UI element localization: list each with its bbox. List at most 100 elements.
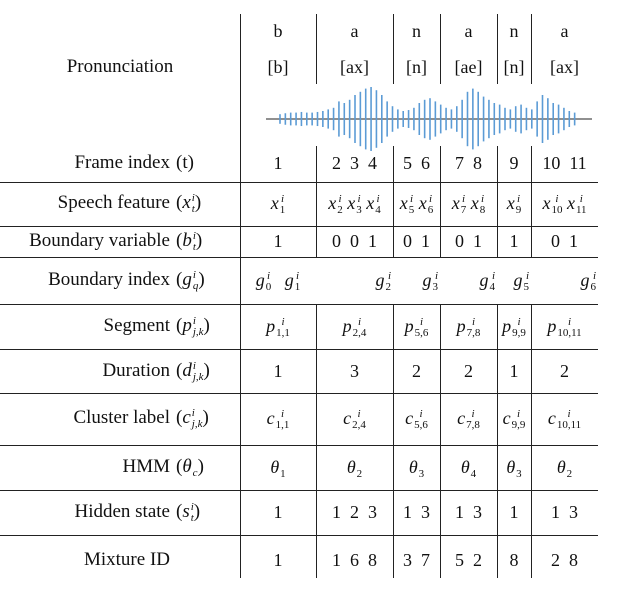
row-symbol: (c i j,k) xyxy=(176,406,209,430)
table-cell: 10 11 xyxy=(542,153,587,173)
table-cell: 7 8 xyxy=(455,153,482,173)
table-cell: 5 2 xyxy=(455,550,482,570)
table-cell: 3 xyxy=(350,361,359,381)
row-divider xyxy=(0,393,598,394)
table-cell: 0 0 1 xyxy=(332,231,377,251)
table-cell: 1 xyxy=(509,361,519,381)
table-cell: 2 xyxy=(464,361,473,381)
column-divider xyxy=(497,304,498,578)
table-cell: 1 xyxy=(273,361,283,381)
table-cell: 8 xyxy=(509,550,519,570)
row-label: Boundary index xyxy=(48,269,170,290)
column-divider xyxy=(497,14,498,84)
row-label: Mixture ID xyxy=(83,549,170,570)
column-divider xyxy=(440,14,441,84)
column-divider xyxy=(316,146,317,257)
row-symbol: (θ c) xyxy=(176,456,204,479)
row-divider xyxy=(0,445,598,446)
table-cell: x i 10 x i 11 xyxy=(542,192,587,216)
pronunciation-letter: b xyxy=(273,21,283,41)
column-divider xyxy=(531,304,532,578)
table-cell: 1 3 xyxy=(455,502,482,522)
phoneme-label: [n] xyxy=(503,57,525,77)
table-cell: c i 1,1 xyxy=(266,407,290,431)
phoneme-label: [ax] xyxy=(340,57,369,77)
row-divider xyxy=(0,226,598,227)
table-cell: 2 3 4 xyxy=(332,153,377,173)
table-cell: 2 xyxy=(412,361,421,381)
table-cell: c i 2,4 xyxy=(343,407,366,431)
table-cell: c i 10,11 xyxy=(547,407,582,431)
row-symbol: (b i t) xyxy=(176,229,203,253)
row-symbol: (g i q) xyxy=(176,268,205,292)
phoneme-label: [ae] xyxy=(454,57,483,77)
table-cell: θ 1 xyxy=(270,457,286,480)
row-symbol: (t) xyxy=(176,152,194,173)
pronunciation-letter: a xyxy=(560,21,569,41)
table-cell: c i 7,8 xyxy=(457,407,480,431)
table-cell: 2 xyxy=(560,361,569,381)
pronunciation-letter: n xyxy=(412,21,421,41)
table-cell: 1 xyxy=(273,550,283,570)
table-cell: 0 1 xyxy=(455,231,482,251)
table-cell: θ 2 xyxy=(346,457,363,480)
table-cell: p i 7,8 xyxy=(456,315,481,339)
column-divider xyxy=(497,146,498,257)
table-cell: 0 1 xyxy=(551,231,578,251)
row-symbol: (x i t) xyxy=(176,191,202,215)
row-label: Cluster label xyxy=(73,407,170,428)
table-cell: p i 5,6 xyxy=(404,315,429,339)
table-cell: 1 xyxy=(273,502,283,522)
row-symbol: (s i t) xyxy=(176,500,201,524)
table-cell: p i 1,1 xyxy=(266,315,290,339)
column-divider xyxy=(316,304,317,578)
row-divider xyxy=(0,257,598,258)
table-cell: c i 9,9 xyxy=(502,407,526,431)
column-divider xyxy=(393,14,394,84)
table-cell: 1 xyxy=(509,502,519,522)
table-cell: 1 xyxy=(273,231,283,251)
table-cell: θ 2 xyxy=(556,457,573,480)
speech-waveform xyxy=(266,87,592,151)
table-cell: 1 3 xyxy=(403,502,430,522)
phoneme-label: [ax] xyxy=(550,57,579,77)
row-symbol: (d i j,k) xyxy=(176,359,210,383)
row-label: Boundary variable xyxy=(29,230,170,251)
phoneme-label: [n] xyxy=(406,57,427,77)
row-label: Duration xyxy=(102,360,170,381)
row-divider xyxy=(0,182,598,183)
table-cell: 2 8 xyxy=(551,550,578,570)
pronunciation-letter: a xyxy=(464,21,473,41)
table-cell: θ 4 xyxy=(460,457,477,480)
table-cell: 0 1 xyxy=(403,231,430,251)
column-divider xyxy=(316,14,317,84)
table-cell: 1 xyxy=(509,231,519,251)
column-divider xyxy=(440,304,441,578)
table-cell: 9 xyxy=(509,153,519,173)
row-symbol: (p i j,k) xyxy=(176,314,210,338)
column-divider xyxy=(240,14,241,578)
table-cell: θ 3 xyxy=(408,457,425,480)
table-cell: 1 xyxy=(273,153,283,173)
row-divider xyxy=(0,304,598,305)
row-divider xyxy=(0,349,598,350)
table-cell: 5 6 xyxy=(403,153,430,173)
row-label: Hidden state xyxy=(74,501,170,522)
table-cell: 3 7 xyxy=(403,550,430,570)
table-cell: p i 9,9 xyxy=(502,315,526,339)
row-label: Frame index xyxy=(74,152,170,173)
column-divider xyxy=(531,14,532,84)
row-divider xyxy=(0,535,598,536)
row-label: HMM xyxy=(122,456,170,477)
